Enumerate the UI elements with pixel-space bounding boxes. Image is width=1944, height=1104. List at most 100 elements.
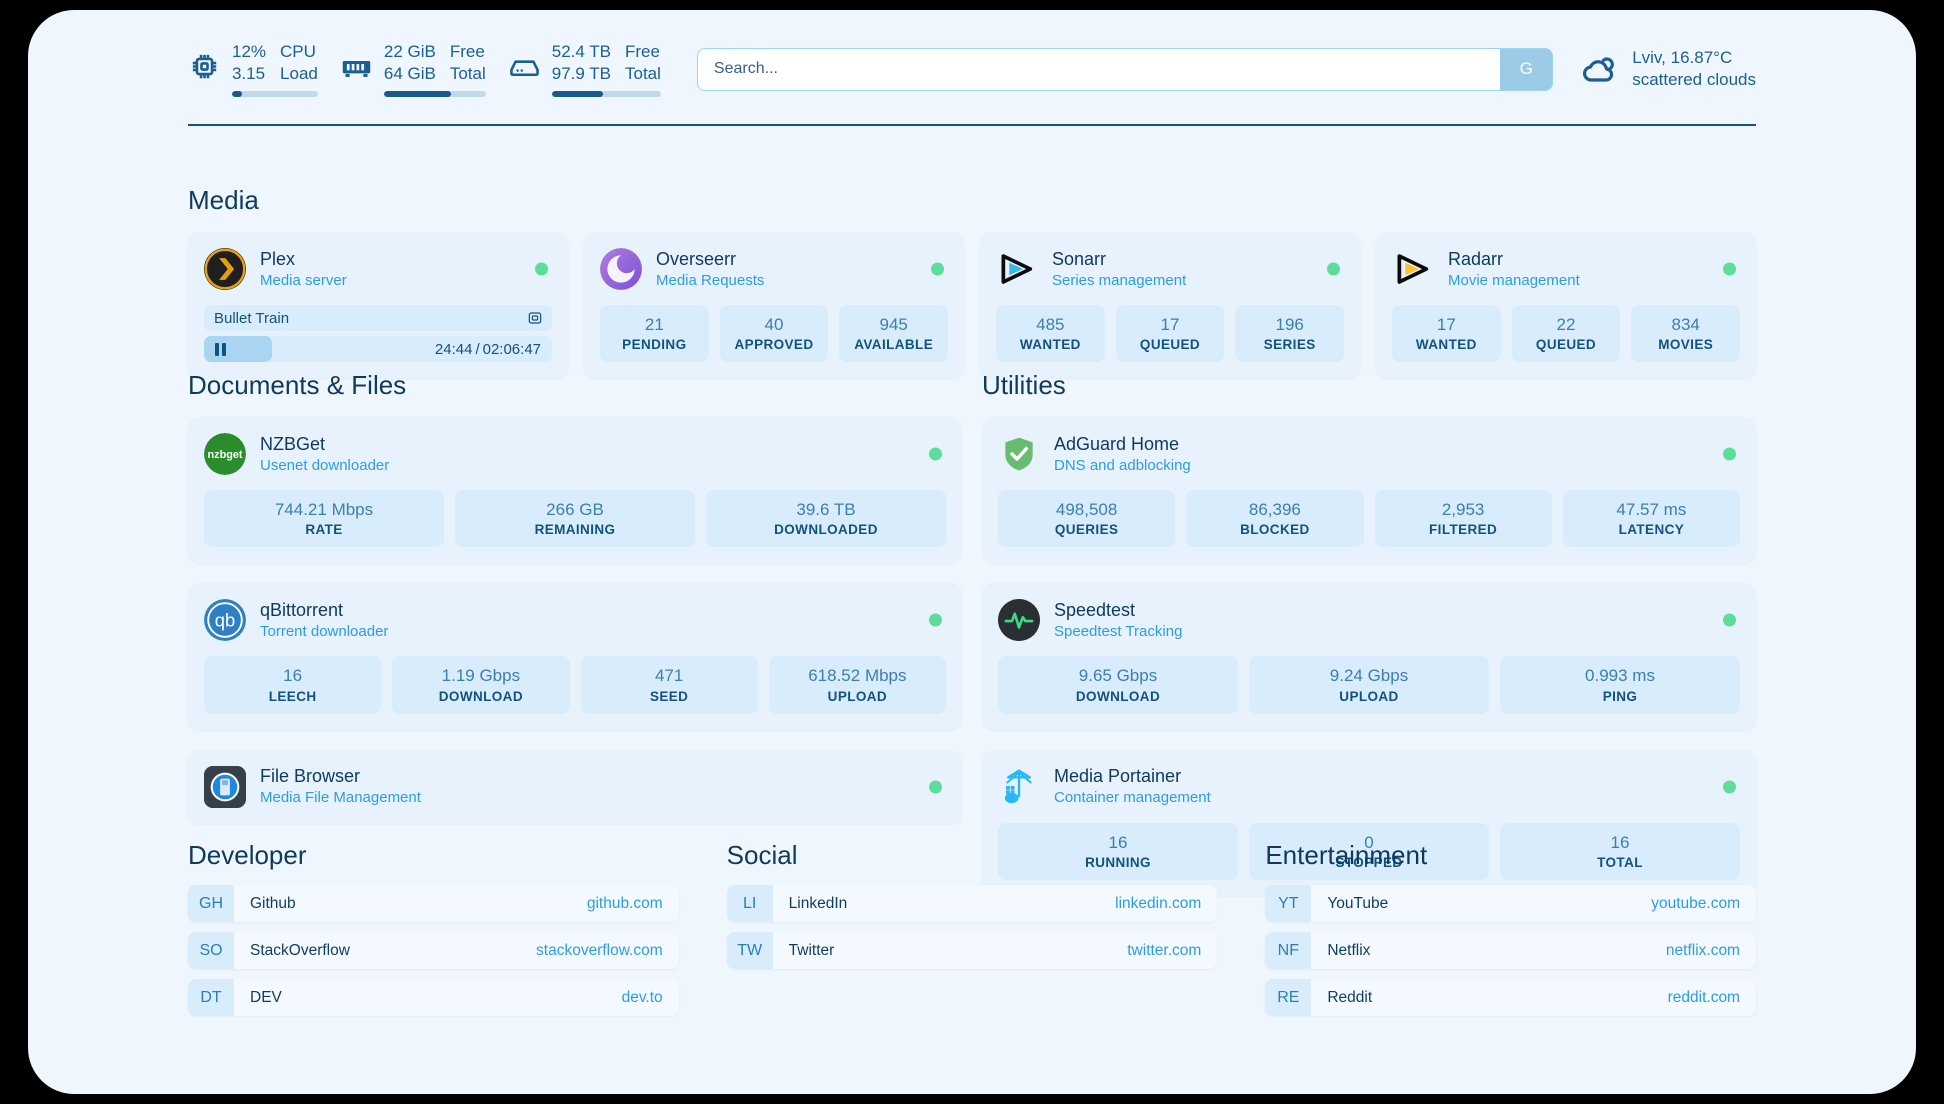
bookmark-item[interactable]: DT DEV dev.to (188, 979, 679, 1016)
bookmark-item[interactable]: GH Github github.com (188, 885, 679, 922)
stat-tile: 16 RUNNING (998, 822, 1238, 880)
status-badge (931, 262, 944, 276)
bookmark-item[interactable]: RE Reddit reddit.com (1265, 979, 1756, 1016)
tile-label: SERIES (1263, 337, 1316, 353)
nzbget-icon: nzbget (204, 433, 246, 475)
portainer-icon (998, 766, 1040, 808)
bookmark-abbr: YT (1265, 885, 1312, 922)
stat-tile: 1.19 Gbps DOWNLOAD (392, 656, 570, 714)
pause-icon[interactable] (215, 342, 226, 356)
cpu-values: 12% 3.15 (232, 41, 266, 85)
tile-value: 9.24 Gbps (1329, 666, 1409, 686)
status-badge (929, 780, 942, 793)
stat-tile: 47.57 ms LATENCY (1562, 490, 1740, 548)
bookmark-name: LinkedIn (788, 894, 848, 912)
cpu-loadavg: 3.15 (232, 64, 266, 83)
status-badge (535, 262, 548, 276)
service-description: Media server (260, 271, 347, 289)
cpu-labels: CPU Load (280, 42, 318, 83)
tile-label: MOVIES (1658, 337, 1714, 353)
service-name: NZBGet (260, 433, 326, 454)
tile-value: 2,953 (1441, 500, 1485, 519)
media-section: Media Plex Media server (188, 185, 1756, 379)
bookmark-abbr: LI (726, 885, 773, 922)
hard-drive-icon (508, 50, 541, 83)
radarr-icon (1392, 248, 1434, 290)
bookmark-abbr: SO (188, 932, 234, 969)
cloud-icon (1579, 49, 1619, 89)
plex-icon (204, 248, 246, 290)
memory-ram-icon (340, 50, 373, 83)
bookmark-item[interactable]: TW Twitter twitter.com (726, 932, 1218, 969)
stat-tile: 39.6 TB DOWNLOADED (706, 490, 946, 548)
stat-memory: 22 GiB 64 GiB Free Total (340, 41, 486, 97)
stat-tile: 471 SEED (580, 656, 758, 714)
tile-label: QUERIES (1054, 522, 1119, 538)
search-submit-button[interactable]: G (1500, 48, 1553, 90)
bookmark-name: DEV (250, 988, 282, 1006)
bookmark-url: github.com (586, 894, 663, 912)
service-card-overseerr[interactable]: Overseerr Media Requests 21 PENDING 40 A… (584, 232, 964, 379)
cpu-usage-bar (232, 90, 318, 97)
disk-values: 52.4 TB 97.9 TB (551, 42, 611, 83)
tile-value: 485 (1036, 315, 1065, 334)
service-card-nzbget[interactable]: nzbget NZBGet Usenet downloader 744.21 M… (188, 417, 962, 564)
tile-label: APPROVED (734, 337, 814, 353)
bookmark-group-title: Developer (188, 840, 307, 870)
stat-tile: 618.52 Mbps UPLOAD (768, 656, 946, 714)
service-card-speedtest[interactable]: Speedtest Speedtest Tracking 9.65 Gbps D… (982, 583, 1756, 730)
tile-label: AVAILABLE (854, 337, 934, 353)
cast-icon[interactable] (527, 310, 543, 326)
service-card-qbittorrent[interactable]: qb qBittorrent Torrent downloader 16 LEE… (188, 583, 962, 730)
service-name: Media Portainer (1054, 766, 1182, 787)
tile-label: DOWNLOAD (438, 688, 523, 704)
stat-tile: 21 PENDING (600, 305, 709, 363)
dashboard-page: 12% 3.15 CPU Load (28, 10, 1916, 1094)
tile-value: 22 (1556, 315, 1576, 334)
service-card-sonarr[interactable]: Sonarr Series management 485 WANTED 17 Q… (980, 232, 1360, 379)
bookmark-item[interactable]: YT YouTube youtube.com (1265, 885, 1756, 922)
service-description: Torrent downloader (260, 623, 389, 641)
bookmarks-area: Developer GH Github github.com SO StackO… (188, 840, 1756, 1026)
tile-value: 17 (1436, 315, 1456, 334)
tile-value: 945 (879, 315, 908, 334)
search-input[interactable] (697, 48, 1501, 90)
tile-label: DOWNLOAD (1075, 688, 1161, 704)
bookmark-item[interactable]: NF Netflix netflix.com (1265, 932, 1756, 969)
status-badge (929, 447, 942, 461)
service-description: Media File Management (260, 789, 421, 807)
bookmark-name: Netflix (1327, 941, 1371, 959)
stat-tile: 22 QUEUED (1511, 305, 1621, 363)
section-title-utilities: Utilities (982, 370, 1066, 400)
service-card-plex[interactable]: Plex Media server Bullet Train (188, 232, 568, 379)
now-playing-title: Bullet Train (214, 309, 290, 327)
status-badge (1723, 780, 1736, 793)
service-card-file-browser[interactable]: File Browser Media File Management (188, 749, 962, 824)
service-card-media-portainer[interactable]: Media Portainer Container management 16 … (982, 749, 1756, 896)
service-description: Media Requests (656, 271, 765, 289)
memory-labels: Free Total (449, 42, 486, 83)
tile-value: 9.65 Gbps (1078, 666, 1158, 686)
search-area: G (696, 47, 1554, 91)
tile-label: PING (1602, 688, 1638, 704)
weather-widget[interactable]: Lviv, 16.87°C scattered clouds (1579, 47, 1756, 91)
service-card-adguard-home[interactable]: AdGuard Home DNS and adblocking 498,508 … (982, 417, 1756, 564)
service-description: Container management (1054, 789, 1211, 807)
bookmark-item[interactable]: LI LinkedIn linkedin.com (726, 885, 1218, 922)
qbittorrent-icon: qb (204, 599, 246, 642)
bookmark-group-entertainment: Entertainment YT YouTube youtube.com NF … (1265, 840, 1756, 1026)
stat-tile: 2,953 FILTERED (1374, 490, 1552, 548)
tile-label: UPLOAD (827, 688, 888, 704)
tile-value: 266 GB (546, 500, 604, 519)
search-box[interactable]: G (696, 47, 1554, 91)
now-playing-title-bar[interactable]: Bullet Train (204, 305, 552, 331)
service-card-radarr[interactable]: Radarr Movie management 17 WANTED 22 QUE… (1376, 232, 1756, 379)
tile-label: WANTED (1415, 337, 1477, 353)
stat-tile: 16 LEECH (204, 656, 382, 714)
now-playing-progress[interactable]: 24:44/02:06:47 (204, 336, 552, 362)
tile-value: 744.21 Mbps (274, 500, 374, 519)
tile-value: 16 (283, 666, 303, 686)
bookmark-abbr: DT (188, 979, 234, 1016)
bookmark-item[interactable]: SO StackOverflow stackoverflow.com (188, 932, 679, 969)
tile-value: 39.6 TB (796, 500, 856, 519)
